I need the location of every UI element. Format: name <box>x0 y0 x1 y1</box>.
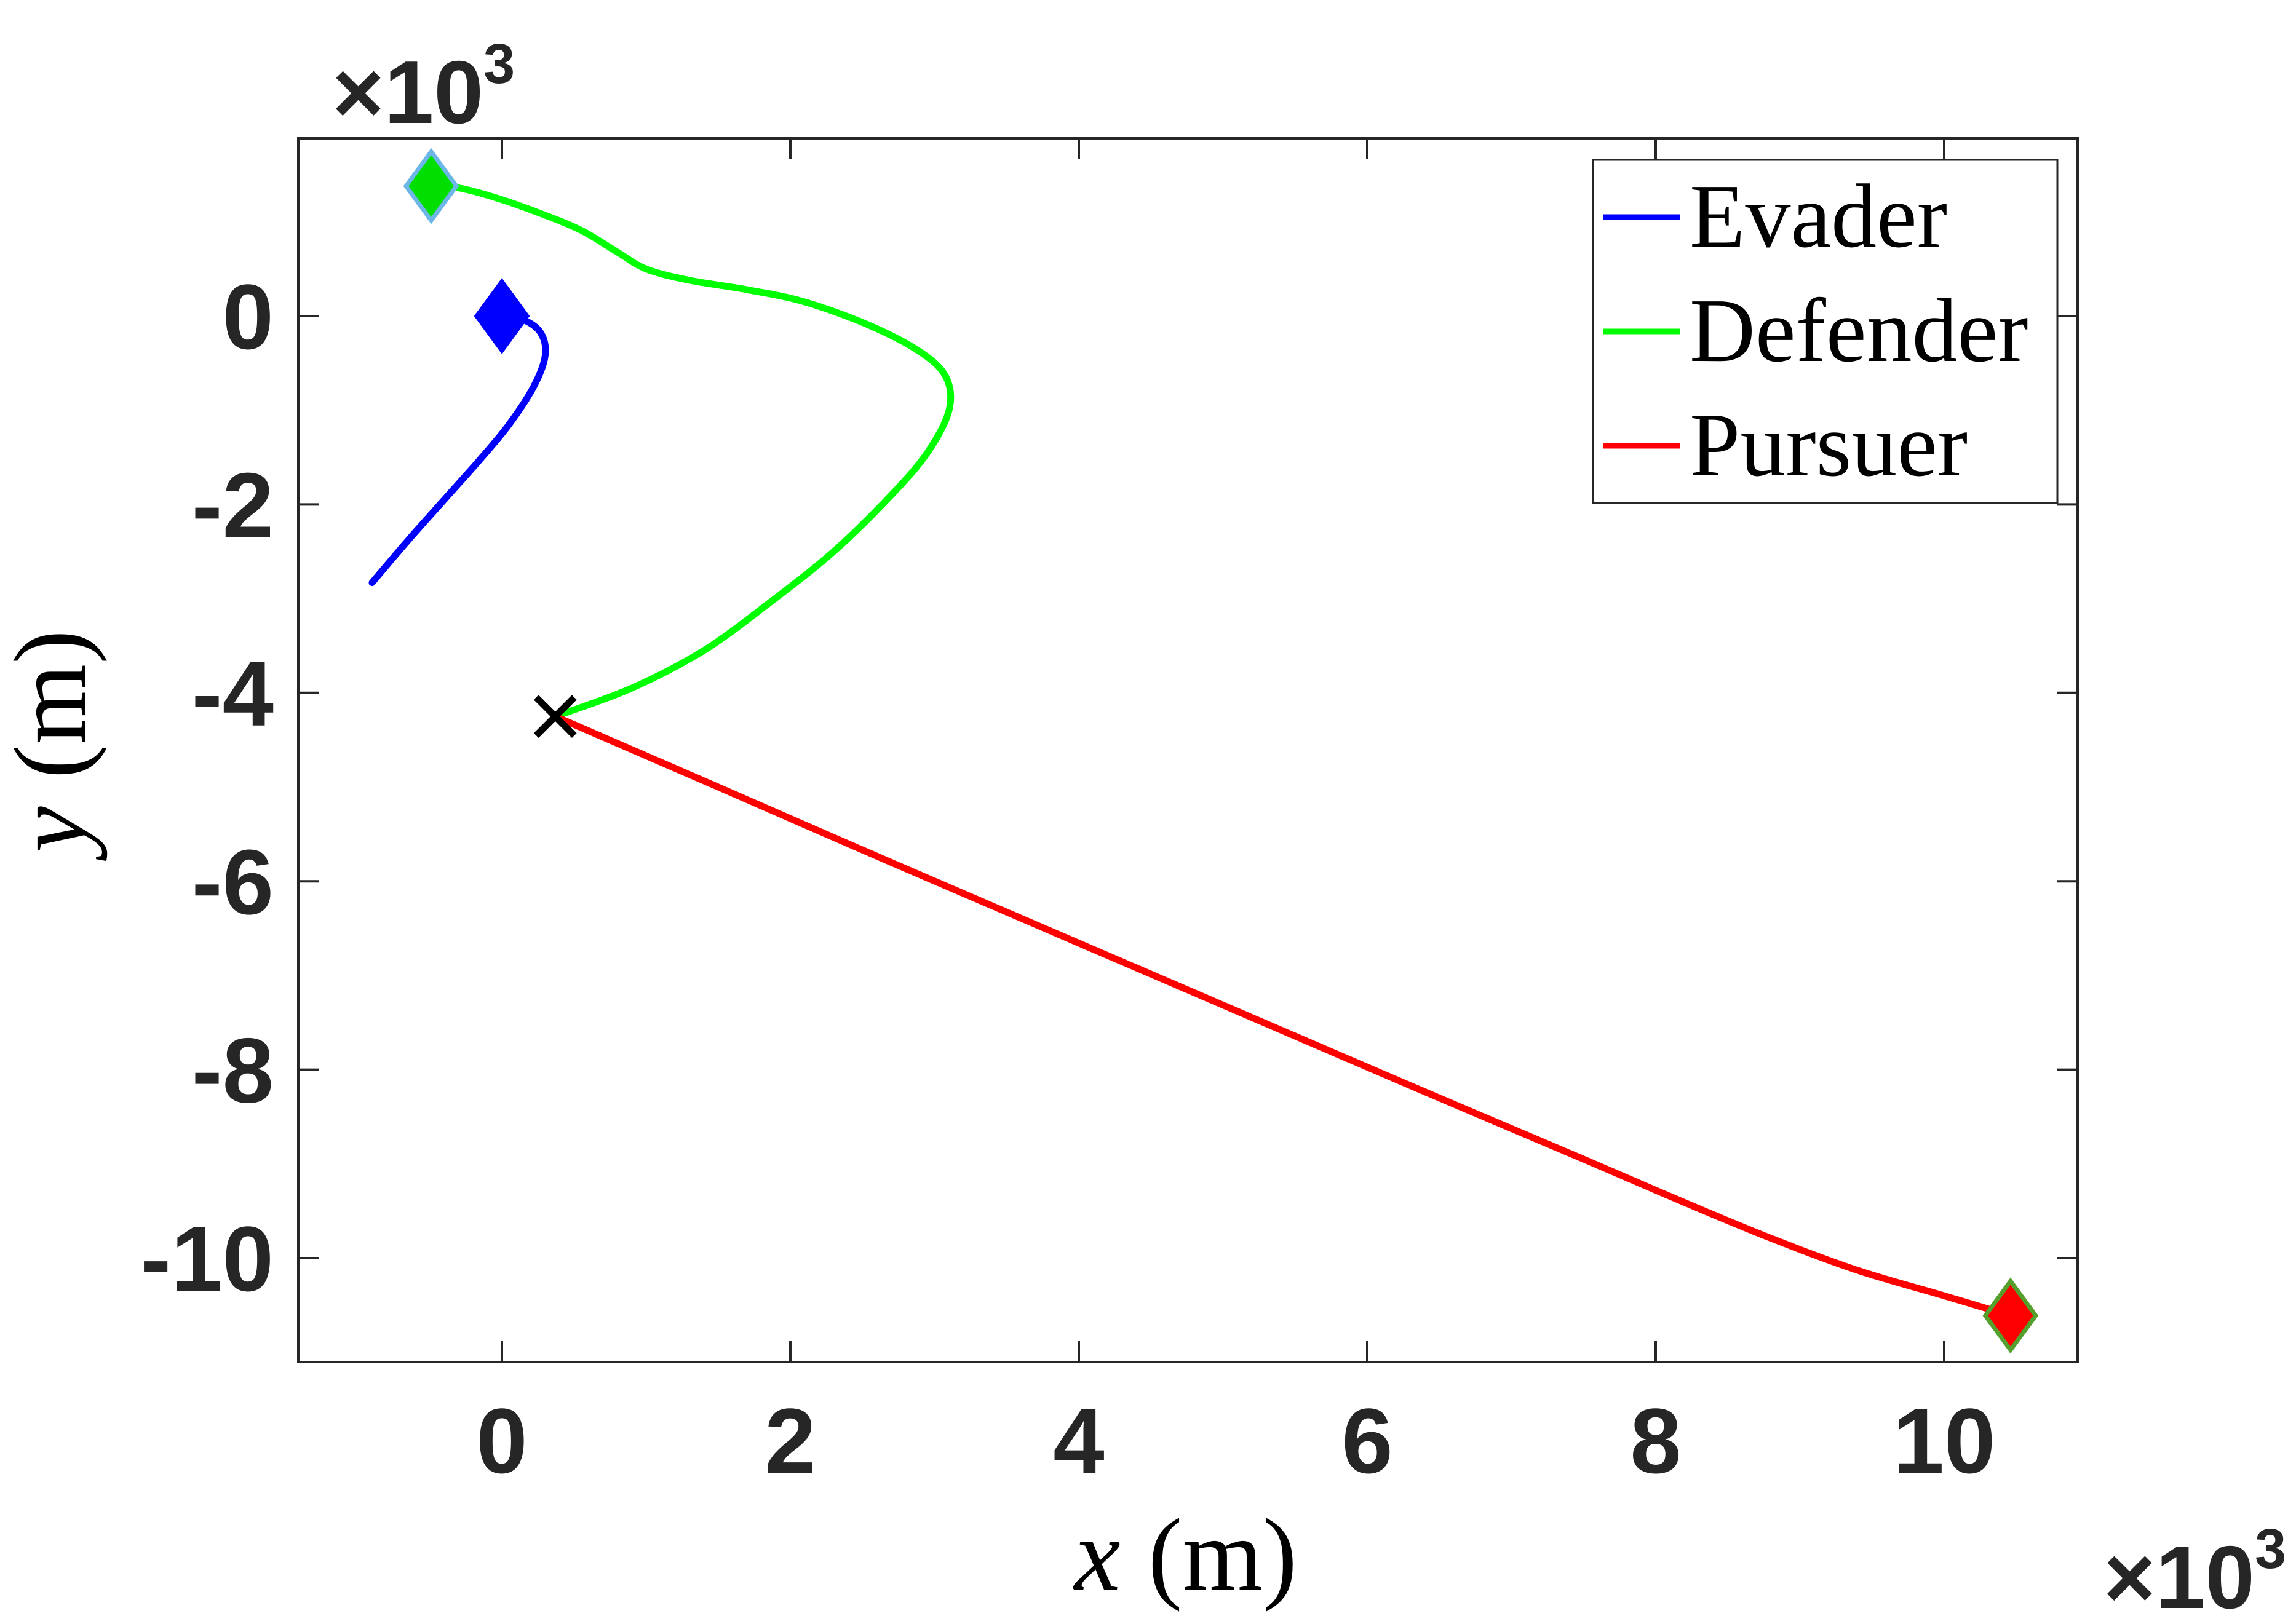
interception-x-marker <box>533 695 577 738</box>
y-tick-label: 0 <box>223 265 274 368</box>
axes-ticks: 0 2 4 6 8 10 0 -2 -4 -6 -8 -10 <box>140 138 2078 1492</box>
x-tick-label: 10 <box>1893 1389 1996 1492</box>
legend-label-pursuer: Pursuer <box>1690 395 1968 496</box>
defender-start-diamond-marker <box>403 148 459 224</box>
y-axis-exponent: ×103 <box>332 33 515 142</box>
legend-entries: Evader Defender Pursuer <box>1603 166 2028 496</box>
legend-label-defender: Defender <box>1690 280 2028 381</box>
x-axis-label: x (m) <box>1073 1498 1297 1612</box>
y-tick-label: -8 <box>192 1019 274 1122</box>
defender-trajectory-line <box>427 183 955 720</box>
series-markers <box>403 148 2039 1354</box>
x-tick-label: 6 <box>1341 1389 1392 1492</box>
y-tick-label: -6 <box>192 830 274 933</box>
x-tick-label: 2 <box>765 1389 816 1492</box>
y-axis-label: y(m) <box>0 630 108 862</box>
x-axis-exponent: ×103 <box>2103 1518 2286 1624</box>
evader-trajectory-line <box>368 312 549 587</box>
series-lines <box>368 183 2014 1319</box>
x-tick-label: 8 <box>1630 1389 1681 1492</box>
legend-label-evader: Evader <box>1690 166 1947 267</box>
x-tick-label: 0 <box>476 1389 527 1492</box>
y-tick-label: -2 <box>192 453 274 557</box>
y-tick-label: -10 <box>140 1207 274 1310</box>
legend: Evader Defender Pursuer <box>1592 159 2059 504</box>
evader-start-diamond-marker <box>474 278 530 354</box>
y-tick-label: -4 <box>192 642 274 745</box>
plot-box <box>297 137 2079 1363</box>
pursuer-trajectory-line <box>552 713 2014 1319</box>
pursuer-start-diamond-marker <box>1982 1277 2039 1354</box>
x-tick-label: 4 <box>1053 1389 1104 1492</box>
